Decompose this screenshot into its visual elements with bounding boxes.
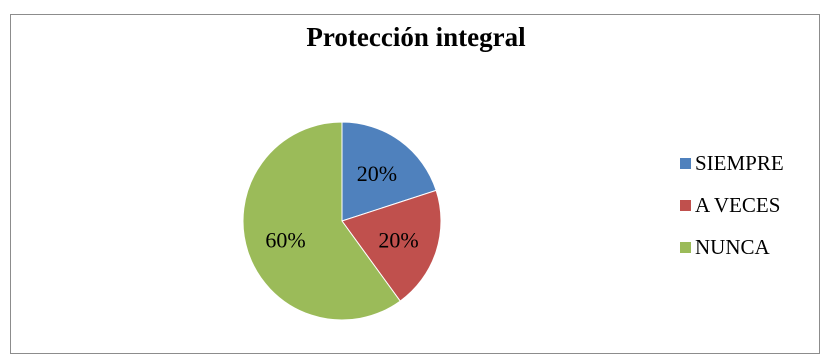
pie-slice-a-veces [341,189,442,302]
legend: SIEMPRE A VECES NUNCA [680,150,784,279]
legend-swatch-siempre [680,157,691,169]
data-label-siempre: 20% [357,161,397,186]
data-label-a-veces: 20% [378,227,418,252]
legend-label-siempre: SIEMPRE [695,150,784,175]
chart-title: Protección integral [306,22,526,52]
legend-label-a-veces: A VECES [695,192,781,217]
legend-item-siempre: SIEMPRE [680,150,784,175]
legend-swatch-a-veces [680,199,691,211]
legend-label-nunca: NUNCA [695,234,770,259]
legend-item-a-veces: A VECES [680,192,784,217]
legend-item-nunca: NUNCA [680,234,784,259]
data-label-nunca: 60% [265,227,305,252]
legend-swatch-nunca [680,241,691,253]
pie-slice-siempre [341,121,437,222]
pie-slice-nunca [242,121,401,321]
